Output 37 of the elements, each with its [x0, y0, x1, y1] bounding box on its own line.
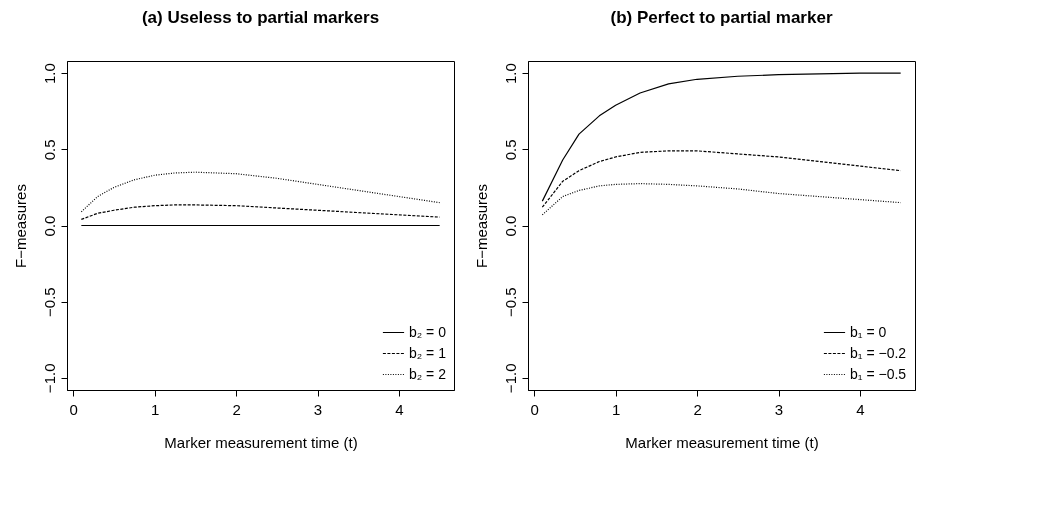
legend-label: b₁ = 0 — [850, 323, 887, 340]
y-tick-label: −0.5 — [40, 287, 58, 317]
legend-label: b₁ = −0.5 — [850, 365, 907, 382]
y-tick-label: −0.5 — [501, 287, 519, 317]
y-tick-label: 1.0 — [40, 63, 58, 85]
x-axis-title: Marker measurement time (t) — [625, 433, 819, 451]
y-axis-title: F−measures — [472, 184, 490, 268]
line-series — [80, 204, 441, 221]
chart-title: (b) Perfect to partial marker — [610, 8, 833, 27]
x-tick-label: 2 — [232, 400, 241, 418]
x-tick-label: 3 — [313, 400, 323, 418]
legend-label: b₂ = 2 — [409, 365, 447, 382]
x-tick-label: 4 — [856, 400, 865, 418]
chart-title: (a) Useless to partial markers — [141, 8, 380, 27]
y-tick-label: −1.0 — [501, 363, 519, 394]
x-tick-label: 0 — [530, 400, 539, 418]
x-tick-label: 4 — [395, 400, 404, 418]
y-tick-label: 0.0 — [501, 215, 519, 237]
y-tick-label: 0.5 — [40, 139, 58, 161]
line-series — [541, 150, 902, 208]
line-series — [541, 183, 902, 216]
x-tick-label: 2 — [693, 400, 702, 418]
y-tick-label: 0.0 — [40, 215, 58, 237]
x-axis-title: Marker measurement time (t) — [164, 433, 358, 451]
y-axis-title: F−measures — [11, 184, 29, 268]
x-tick-label: 1 — [611, 400, 621, 418]
legend-label: b₂ = 1 — [409, 344, 447, 361]
x-tick-label: 0 — [69, 400, 78, 418]
line-series — [80, 171, 441, 213]
legend-label: b₂ = 0 — [409, 323, 447, 340]
line-series — [541, 72, 902, 202]
y-tick-label: −1.0 — [40, 363, 58, 394]
legend-label: b₁ = −0.2 — [850, 344, 907, 361]
y-tick-label: 1.0 — [501, 63, 519, 85]
x-tick-label: 3 — [774, 400, 784, 418]
y-tick-label: 0.5 — [501, 139, 519, 161]
x-tick-label: 1 — [150, 400, 160, 418]
